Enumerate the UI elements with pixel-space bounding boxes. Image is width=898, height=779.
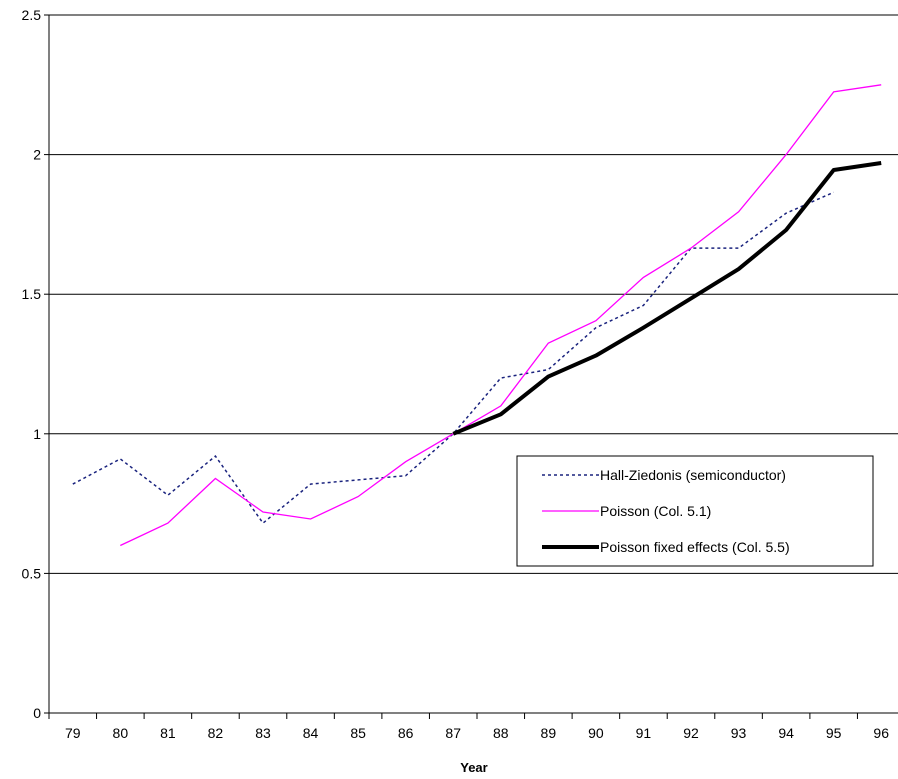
series-lines	[72, 84, 882, 547]
x-tick-label: 83	[255, 725, 271, 741]
y-axis-ticks: 0 0.5 1 1.5 2 2.5	[22, 7, 49, 721]
x-tick-label: 79	[65, 725, 81, 741]
x-axis-ticks: 79 80 81 82 83 84 85 86 87 88 89 90 91 92 93 94 95 96	[48, 713, 889, 741]
x-tick-label: 89	[541, 725, 557, 741]
series-line	[120, 84, 882, 547]
y-tick-label: 0	[33, 705, 41, 721]
y-tick-label: 2.5	[22, 7, 42, 23]
legend-label: Hall-Ziedonis (semiconductor)	[600, 467, 786, 483]
x-tick-label: 93	[731, 725, 747, 741]
x-tick-label: 94	[778, 725, 794, 741]
axes	[48, 15, 898, 714]
series-line	[452, 161, 882, 436]
y-tick-label: 1.5	[22, 286, 42, 302]
x-tick-label: 86	[398, 725, 414, 741]
x-tick-label: 80	[113, 725, 129, 741]
x-tick-label: 96	[873, 725, 889, 741]
gridlines	[49, 14, 898, 574]
legend-label: Poisson (Col. 5.1)	[600, 503, 711, 519]
x-tick-label: 87	[445, 725, 461, 741]
series-line	[72, 191, 835, 525]
series-2	[452, 161, 882, 436]
legend: Hall-Ziedonis (semiconductor) Poisson (Co…	[516, 455, 874, 567]
series-0	[72, 191, 835, 525]
y-tick-label: 2	[33, 147, 41, 163]
x-tick-label: 95	[826, 725, 842, 741]
x-tick-label: 92	[683, 725, 699, 741]
x-tick-label: 85	[350, 725, 366, 741]
x-tick-label: 91	[636, 725, 652, 741]
y-tick-label: 1	[33, 426, 41, 442]
x-tick-label: 84	[303, 725, 319, 741]
legend-label: Poisson fixed effects (Col. 5.5)	[600, 539, 790, 555]
series-1	[120, 84, 882, 547]
x-tick-label: 81	[160, 725, 176, 741]
x-tick-label: 88	[493, 725, 509, 741]
y-tick-label: 0.5	[22, 565, 42, 581]
x-axis-title: Year	[460, 760, 487, 775]
x-tick-label: 90	[588, 725, 604, 741]
x-tick-label: 82	[208, 725, 224, 741]
